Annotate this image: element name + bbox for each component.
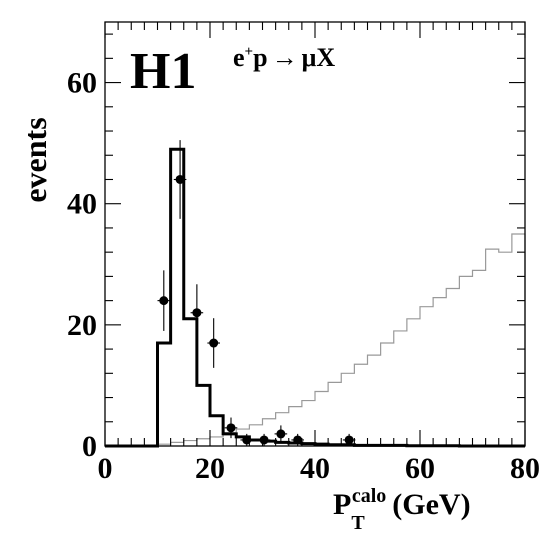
x-tick-label: 40 <box>300 452 330 485</box>
y-tick-label: 40 <box>67 188 97 221</box>
mc-background-step-line <box>105 233 526 447</box>
x-tick-label: 0 <box>98 452 113 485</box>
data-marker <box>293 435 303 445</box>
axis-ticks <box>104 22 526 447</box>
x-tick-label: 20 <box>195 452 225 485</box>
data-marker <box>344 435 354 445</box>
data-marker <box>226 423 236 433</box>
x-axis-label-main: P <box>333 488 351 521</box>
process-final: X <box>316 43 335 72</box>
data-point <box>291 433 304 446</box>
x-tick-labels: 0 20 40 60 80 <box>98 452 541 485</box>
mc-signal-step-line <box>105 147 525 448</box>
data-marker <box>276 429 286 439</box>
data-marker <box>159 296 169 306</box>
data-point <box>274 425 288 443</box>
data-marker <box>175 174 185 184</box>
process-muon: μ <box>302 43 317 72</box>
data-marker <box>209 338 219 348</box>
x-axis-label-unit: (GeV) <box>392 488 470 521</box>
y-axis-label: events <box>17 117 53 202</box>
x-axis-label-superscript: calo <box>352 485 386 507</box>
y-tick-label: 20 <box>67 309 97 342</box>
y-tick-label: 0 <box>82 430 97 463</box>
process-target: p <box>253 43 267 72</box>
data-marker <box>192 308 202 318</box>
data-points <box>157 140 356 446</box>
y-tick-labels: 0 20 40 60 <box>67 67 97 463</box>
process-beam-charge: + <box>245 44 254 60</box>
x-axis-label: PTcalo (GeV) <box>333 485 471 534</box>
data-point <box>257 433 271 446</box>
x-axis-label-subscript: T <box>351 512 365 534</box>
data-point <box>173 140 187 219</box>
y-tick-label: 60 <box>67 67 97 100</box>
data-point <box>157 270 171 331</box>
x-tick-label: 60 <box>405 452 435 485</box>
data-point <box>190 284 204 342</box>
process-arrow: → <box>272 43 298 72</box>
process-beam: e <box>233 43 245 72</box>
x-tick-label: 80 <box>510 452 540 485</box>
mc-background-series <box>105 233 526 447</box>
data-point <box>342 433 356 446</box>
data-point <box>207 318 220 368</box>
data-marker <box>259 435 269 445</box>
mc-signal-series <box>105 147 525 448</box>
experiment-label: H1 <box>130 43 196 100</box>
process-label: e+p → μX <box>233 43 335 72</box>
data-point <box>224 417 238 439</box>
